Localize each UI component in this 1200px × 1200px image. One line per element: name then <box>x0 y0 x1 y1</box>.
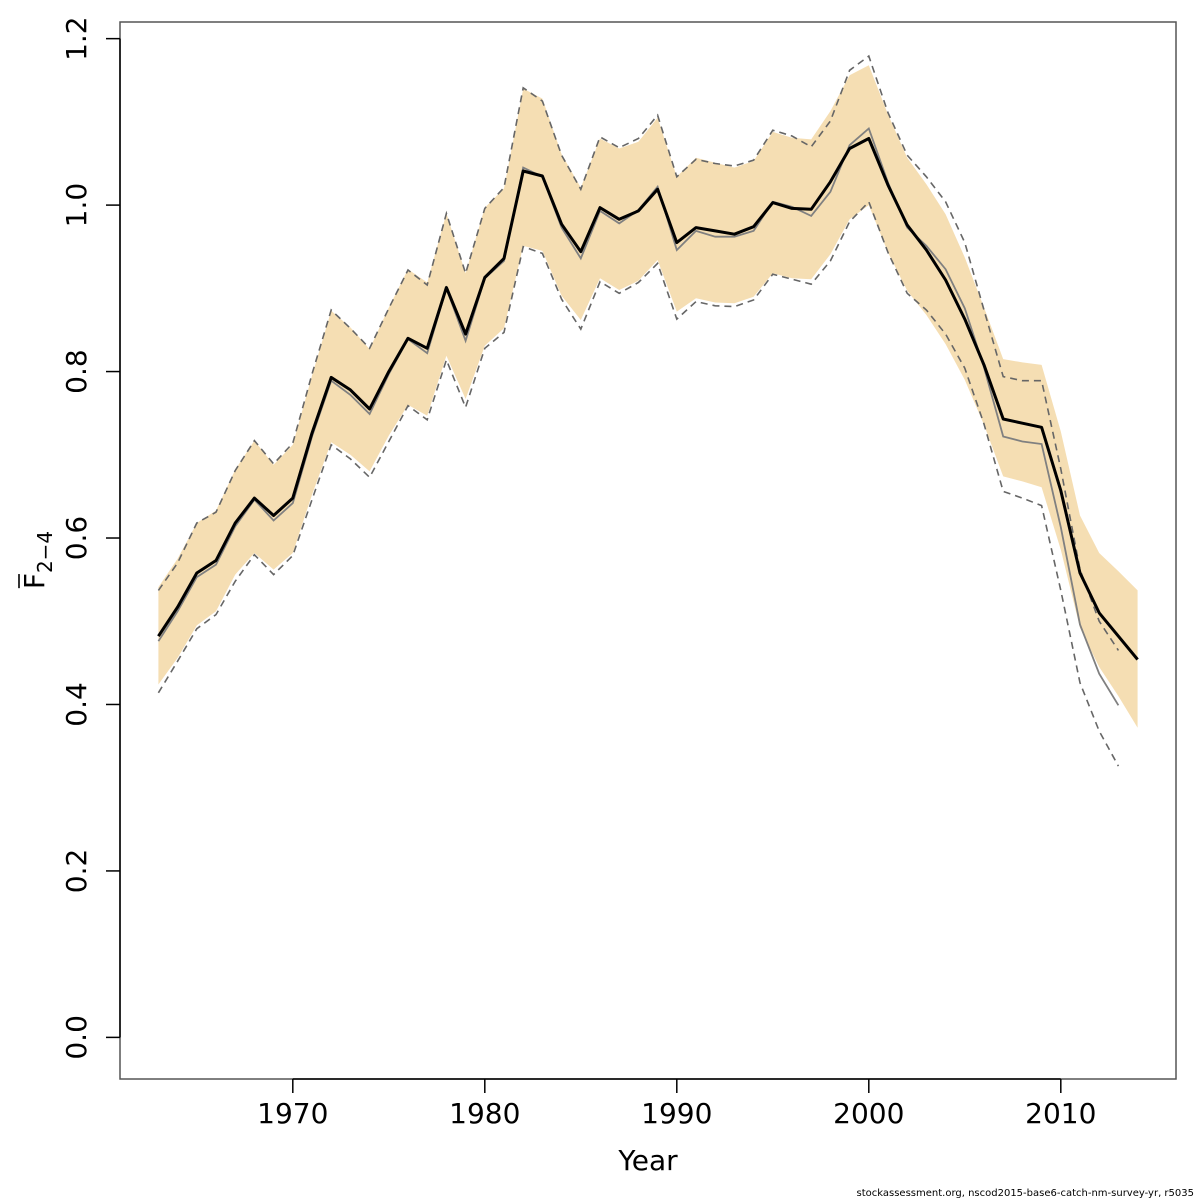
y-axis-title: F2−4 <box>18 531 57 589</box>
y-tick-label: 0.2 <box>60 849 93 894</box>
x-tick-label: 1980 <box>449 1097 520 1130</box>
x-tick-label: 1990 <box>641 1097 712 1130</box>
y-tick-label: 1.0 <box>60 183 93 228</box>
y-axis: 0.0 0.2 0.4 0.6 0.8 1.0 1.2 <box>60 16 121 1060</box>
confidence-band <box>158 65 1138 728</box>
y-tick-label: 1.2 <box>60 16 93 61</box>
current-estimate-line <box>157 137 1139 661</box>
y-tick-label: 0.6 <box>60 516 93 561</box>
y-tick-label: 0.0 <box>60 1015 93 1060</box>
previous-upper-bound-line <box>157 54 1120 651</box>
y-axis-title-subscript: 2−4 <box>33 531 57 573</box>
x-axis-title: Year <box>617 1144 678 1177</box>
y-tick-label: 0.8 <box>60 349 93 394</box>
y-axis-title-base: F <box>18 573 51 589</box>
series-lines-layer <box>157 54 1139 767</box>
footer-caption: stockassessment.org, nscod2015-base6-cat… <box>857 1188 1194 1199</box>
previous-lower-bound-line <box>157 200 1120 767</box>
confidence-band-layer <box>158 65 1138 728</box>
y-tick-label: 0.4 <box>60 682 93 727</box>
x-tick-label: 2010 <box>1025 1097 1096 1130</box>
x-axis: 1970 1980 1990 2000 2010 <box>257 1078 1096 1130</box>
svg-text:F2−4: F2−4 <box>18 531 57 589</box>
x-tick-label: 2000 <box>833 1097 904 1130</box>
x-tick-label: 1970 <box>257 1097 328 1130</box>
